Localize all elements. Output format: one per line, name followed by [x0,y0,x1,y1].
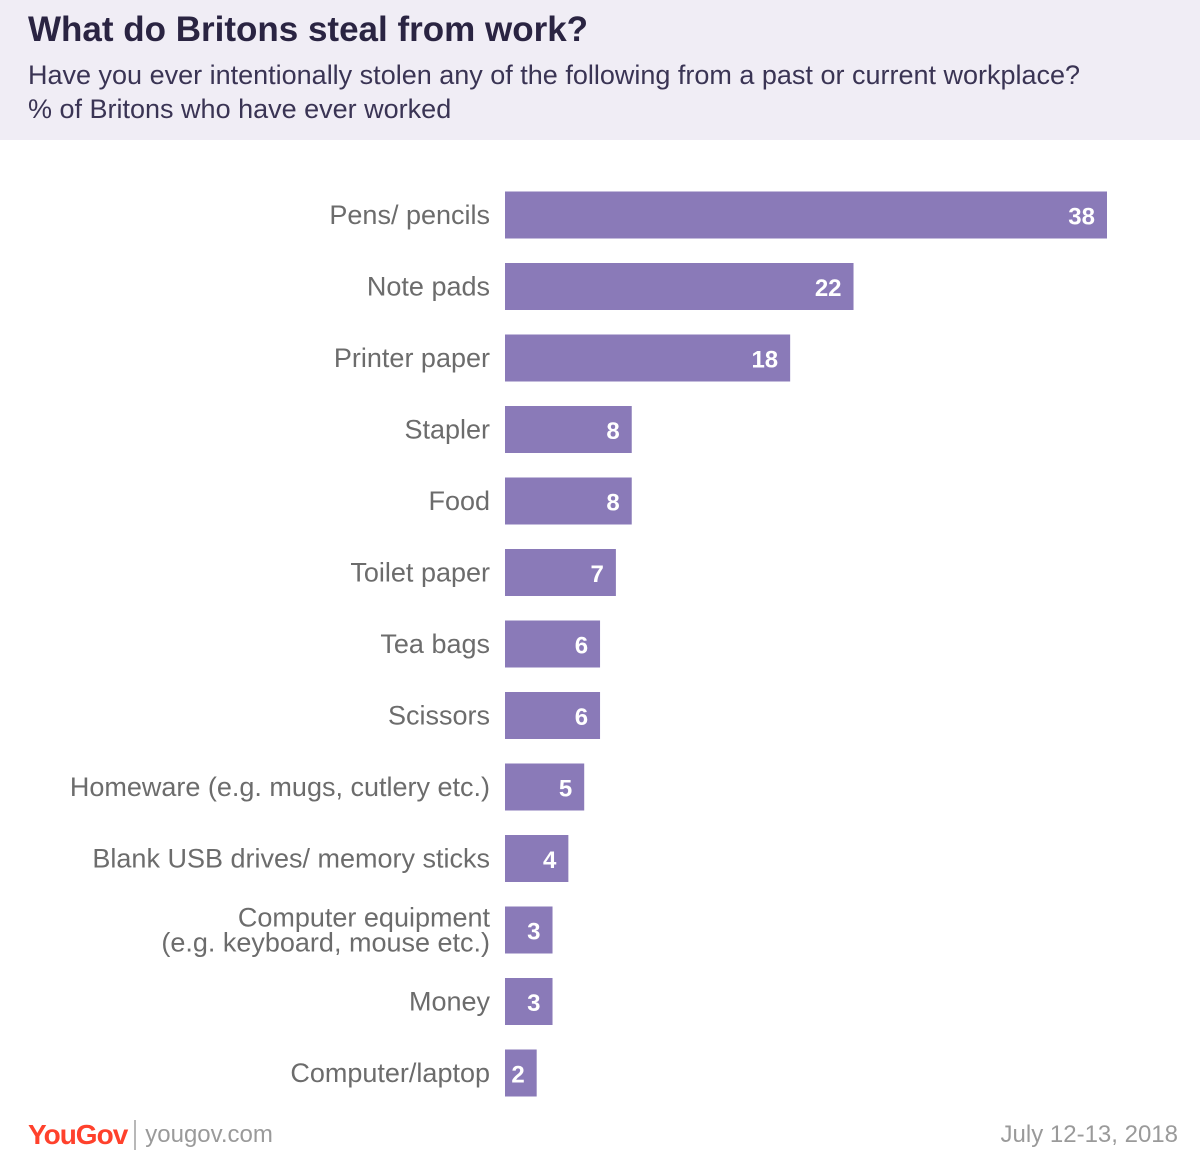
bar [505,978,553,1025]
bar-row: Tea bags 6 [380,620,601,668]
category-label: Homeware (e.g. mugs, cutlery etc.) [70,772,490,802]
value-label: 4 [543,847,557,874]
bar [505,406,632,453]
bar-row: Note pads 22 [367,263,854,310]
value-label: 8 [606,418,619,445]
survey-date: July 12-13, 2018 [1000,1121,1178,1148]
category-label: Tea bags [380,629,490,659]
bar [505,1049,537,1097]
value-label: 7 [591,561,604,588]
category-label: Toilet paper [350,558,490,588]
bar [505,692,601,739]
bar [505,191,1107,239]
value-label: 38 [1068,204,1095,231]
value-label: 8 [606,490,619,517]
bar [505,620,601,668]
bar-row: Scissors 6 [388,692,601,739]
category-label: Stapler [404,415,490,445]
value-label: 6 [575,633,588,660]
bar-row: Pens/ pencils 38 [329,191,1107,239]
category-label: Printer paper [334,343,490,373]
bar-row: Food 8 [428,477,632,525]
value-label: 6 [575,704,588,731]
bar-row: Toilet paper 7 [350,549,616,596]
footer-site-link: yougov.com [145,1121,273,1148]
value-label: 5 [559,776,572,803]
category-label: Pens/ pencils [329,200,490,230]
value-label: 18 [751,347,778,374]
category-label: Blank USB drives/ memory sticks [92,844,490,874]
chart-title: What do Britons steal from work? [28,10,589,49]
bar [505,906,553,954]
bar [505,835,569,882]
bar [505,263,854,310]
bar-row: Homeware (e.g. mugs, cutlery etc.) 5 [70,763,585,811]
footer-divider [134,1120,137,1150]
chart-header: What do Britons steal from work? Have yo… [0,0,1200,140]
bar-row: Blank USB drives/ memory sticks 4 [92,835,569,882]
value-label: 22 [815,275,842,302]
category-label: Money [409,987,491,1017]
value-label: 3 [527,990,540,1017]
category-label: Computer/laptop [290,1058,490,1088]
bar [505,549,616,596]
category-label: Note pads [367,272,490,302]
value-label: 2 [511,1062,524,1089]
bar-row: Computer/laptop 2 [290,1049,537,1097]
bar [505,477,632,525]
footer-brand: YouGov yougov.com [28,1118,273,1152]
category-label: Food [428,486,490,516]
bar-row: Computer equipment (e.g. keyboard, mouse … [161,903,553,958]
bar [505,763,585,811]
bar [505,334,791,382]
chart-subtitle: Have you ever intentionally stolen any o… [28,60,1081,124]
yougov-logo: YouGov [28,1119,128,1150]
category-label: Computer equipment (e.g. keyboard, mouse … [161,903,490,958]
category-label: Scissors [388,701,490,731]
bar-row: Stapler 8 [404,406,632,453]
value-label: 3 [527,919,540,946]
bar-row: Printer paper 18 [334,334,791,382]
bar-row: Money 3 [409,978,553,1025]
